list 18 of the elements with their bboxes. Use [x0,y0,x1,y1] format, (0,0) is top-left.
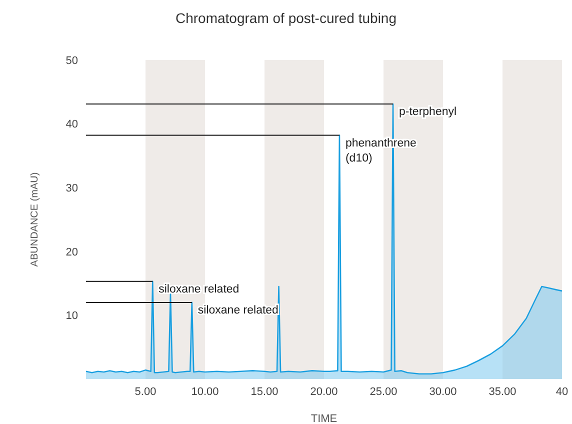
chart-title: Chromatogram of post-cured tubing [174,10,398,26]
x-tick-label: 25.00 [370,386,398,398]
x-tick-label: 5.00 [134,386,156,398]
y-tick-label: 20 [66,246,78,258]
x-tick-label: 20.00 [310,386,338,398]
annotation: p-terphenyl [399,106,457,118]
y-tick-label: 10 [66,310,78,322]
y-tick-label: 50 [66,54,78,67]
y-tick-label: 40 [66,118,78,131]
y-tick-label: 30 [66,182,78,195]
y-axis-title: ABUNDANCE (mAU) [30,172,41,267]
x-axis-title: TIME [310,413,338,424]
x-tick-label: 30.00 [429,386,457,398]
annotation: siloxane related [158,283,240,296]
x-tick-label: 35.00 [488,386,516,398]
x-tick-label: 40 [556,386,568,398]
x-tick-label: 15.00 [250,386,278,398]
x-tick-label: 10.00 [191,386,219,398]
